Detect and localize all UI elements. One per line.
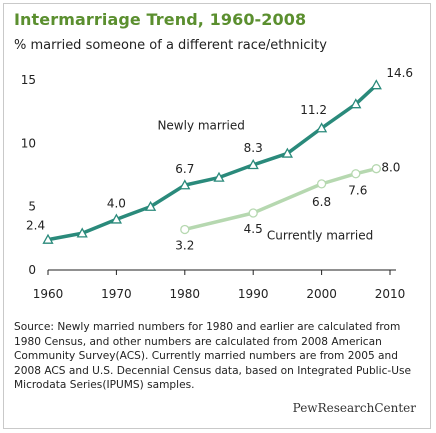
series-label-currently-married: Currently married (267, 229, 373, 243)
y-tick-label: 5 (28, 200, 36, 214)
data-label: 11.2 (300, 103, 327, 117)
data-label: 8.0 (381, 161, 400, 175)
data-label: 7.6 (348, 184, 367, 198)
series-label-newly-married: Newly married (157, 118, 244, 132)
data-point-circle (316, 179, 327, 189)
data-point-triangle (144, 200, 157, 211)
data-label: 2.4 (26, 219, 45, 233)
data-point-triangle (370, 79, 382, 90)
data-point-circle (248, 208, 258, 218)
series-line-newly-married (47, 83, 378, 242)
data-label: 14.6 (386, 66, 413, 80)
x-tick-label: 1970 (101, 287, 132, 301)
x-tick-label: 1990 (238, 287, 269, 301)
data-point-triangle (110, 213, 123, 224)
chart-subtitle: % married someone of a different race/et… (14, 38, 327, 53)
data-point-circle (351, 169, 361, 179)
data-point-triangle (76, 227, 88, 238)
y-tick-label: 10 (21, 136, 36, 150)
line-chart: 1960 1970 1980 1990 2000 2010 0 5 10 15 2.4 4.0 6.7 8… (21, 66, 413, 301)
x-tick-label: 2000 (306, 287, 337, 301)
source-note: Source: Newly married numbers for 1980 a… (14, 321, 412, 391)
x-tick-label: 2010 (375, 287, 406, 301)
data-point-triangle (213, 171, 225, 182)
data-label: 6.8 (312, 195, 331, 209)
data-point-triangle (247, 159, 259, 170)
data-point-triangle (315, 122, 328, 133)
data-label: 6.7 (175, 162, 194, 176)
data-point-triangle (281, 147, 294, 158)
data-point-triangle (42, 233, 54, 244)
data-label: 4.0 (107, 196, 126, 210)
data-point-circle (180, 224, 190, 235)
data-label: 8.3 (244, 141, 263, 155)
data-point-circle (371, 164, 381, 174)
x-tick-label: 1960 (33, 287, 64, 301)
data-label: 4.5 (244, 222, 263, 236)
y-tick-label: 0 (28, 263, 36, 277)
data-point-triangle (179, 179, 191, 190)
brand-logo: PewResearchCenter (292, 401, 416, 415)
x-tick-label: 1980 (170, 287, 201, 301)
y-tick-label: 15 (21, 73, 36, 87)
chart-title: Intermarriage Trend, 1960-2008 (14, 10, 307, 29)
data-point-triangle (350, 98, 362, 109)
data-label: 3.2 (175, 238, 194, 252)
figure-border (3, 3, 431, 429)
